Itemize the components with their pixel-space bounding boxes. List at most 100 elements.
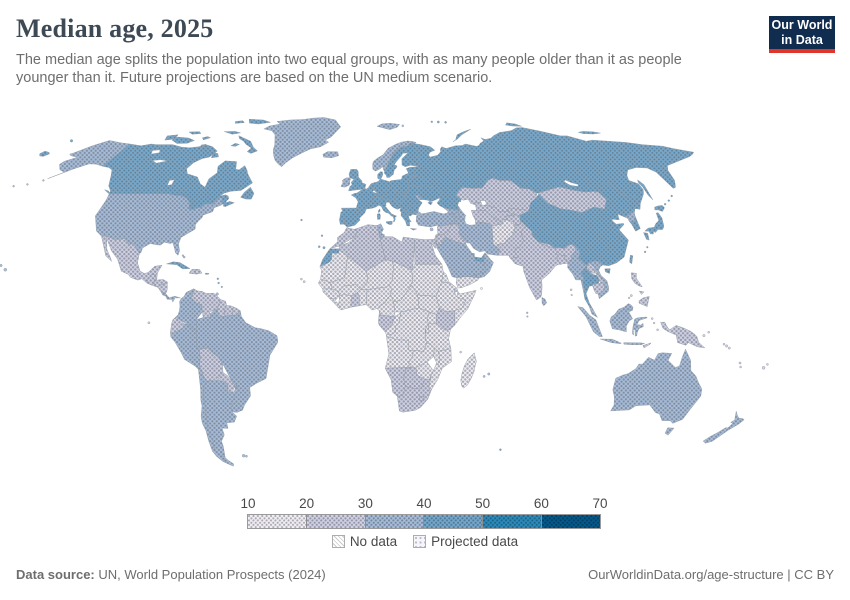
island-socotra[interactable]: [480, 287, 483, 290]
island-andaman[interactable]: [569, 288, 573, 292]
country-timor-leste[interactable]: [642, 342, 652, 349]
country-italy[interactable]: [374, 198, 397, 225]
island-bismarck[interactable]: [707, 330, 710, 334]
country-yemen[interactable]: [455, 276, 480, 289]
country-greece[interactable]: [402, 211, 417, 231]
island-palawan[interactable]: [627, 296, 631, 299]
island-hawaii[interactable]: [3, 267, 8, 272]
island-bismarck[interactable]: [702, 334, 706, 338]
country-cote-divoire[interactable]: [337, 293, 352, 311]
country-lesotho[interactable]: [419, 396, 425, 401]
island-andaman[interactable]: [570, 293, 573, 296]
owid-link[interactable]: OurWorldinData.org/age-structure | CC BY: [588, 567, 834, 582]
island-falkland[interactable]: [242, 454, 246, 458]
country-sweden[interactable]: [383, 146, 406, 178]
country-haiti[interactable]: [188, 268, 197, 275]
island-solomon[interactable]: [722, 342, 726, 346]
island-kuril[interactable]: [670, 194, 673, 198]
country-oman[interactable]: [469, 252, 494, 279]
island-kuril[interactable]: [663, 203, 667, 206]
country-turkey[interactable]: [415, 211, 456, 228]
country-indonesia[interactable]: [577, 306, 648, 345]
owid-logo[interactable]: Our World in Data: [769, 16, 835, 53]
island-vanuatu[interactable]: [738, 361, 742, 365]
legend-color-bar[interactable]: [247, 514, 601, 529]
island-reunion[interactable]: [482, 375, 486, 378]
island-moluccas[interactable]: [651, 317, 654, 320]
legend-bin-10-20[interactable]: [248, 515, 307, 528]
country-vietnam[interactable]: [588, 260, 609, 299]
country-hungary[interactable]: [394, 194, 406, 203]
country-iran[interactable]: [450, 217, 501, 256]
country-greenland[interactable]: [263, 117, 341, 167]
island-svalbard2[interactable]: [401, 124, 404, 127]
island-cyprus[interactable]: [429, 227, 434, 232]
country-france[interactable]: [350, 188, 381, 213]
country-uae[interactable]: [473, 252, 486, 263]
island-moluccas[interactable]: [652, 321, 656, 325]
island-okinawa[interactable]: [643, 250, 647, 253]
island-galapagos[interactable]: [147, 321, 151, 325]
island-franzjosef[interactable]: [444, 121, 447, 124]
island-maldives[interactable]: [526, 311, 529, 314]
country-germany[interactable]: [373, 178, 391, 198]
country-egypt[interactable]: [413, 238, 443, 265]
island-wrangel[interactable]: [69, 139, 73, 143]
country-dominican-rep[interactable]: [195, 269, 203, 275]
island-canary[interactable]: [322, 246, 326, 250]
island-comoros[interactable]: [459, 350, 462, 354]
legend-bin-20-30[interactable]: [306, 515, 366, 528]
island-bahamas[interactable]: [181, 254, 184, 257]
island-solomon[interactable]: [728, 346, 731, 350]
island-fiji[interactable]: [761, 366, 766, 370]
island-solomon[interactable]: [725, 344, 728, 348]
island-madeira[interactable]: [320, 234, 324, 237]
legend-bin-40-50[interactable]: [424, 515, 484, 528]
island-franzjosef[interactable]: [430, 120, 433, 123]
country-bangladesh[interactable]: [556, 251, 569, 265]
country-denmark[interactable]: [377, 171, 384, 180]
island-maldives[interactable]: [526, 315, 529, 318]
country-panama[interactable]: [166, 295, 181, 303]
country-philippines[interactable]: [631, 272, 650, 307]
country-taiwan[interactable]: [629, 254, 634, 265]
country-madagascar[interactable]: [460, 352, 477, 389]
country-iceland[interactable]: [322, 151, 339, 159]
island-vanuatu[interactable]: [739, 365, 742, 369]
legend-bin-50-60[interactable]: [483, 515, 543, 528]
island-trinidad[interactable]: [215, 292, 219, 296]
country-new-zealand[interactable]: [702, 410, 745, 444]
country-malaysia[interactable]: [589, 303, 634, 318]
country-mali[interactable]: [330, 255, 369, 292]
island-barbados[interactable]: [220, 285, 223, 288]
island-mauritius[interactable]: [487, 372, 491, 376]
island-fiji[interactable]: [766, 363, 769, 366]
island-franzjosef[interactable]: [436, 120, 440, 124]
country-sri-lanka[interactable]: [541, 297, 547, 307]
island-moluccas[interactable]: [656, 328, 659, 332]
legend-bin-60-70[interactable]: [542, 515, 600, 528]
country-sierra-leone[interactable]: [328, 297, 337, 304]
country-ireland[interactable]: [340, 177, 351, 188]
country-guinea[interactable]: [322, 288, 340, 300]
island-palawan[interactable]: [630, 294, 633, 297]
island-guadeloupe[interactable]: [216, 277, 219, 280]
country-azerbaijan[interactable]: [457, 207, 467, 222]
country-mauritania[interactable]: [319, 249, 349, 283]
country-uk[interactable]: [348, 168, 367, 192]
country-australia[interactable]: [610, 348, 703, 436]
island-okinawa[interactable]: [646, 246, 649, 249]
country-south-africa[interactable]: [397, 375, 433, 413]
island-kuril[interactable]: [667, 199, 670, 202]
island-azores[interactable]: [300, 218, 303, 222]
country-brazil[interactable]: [195, 309, 279, 411]
country-cuba[interactable]: [166, 261, 191, 270]
country-puerto-rico[interactable]: [205, 272, 210, 275]
island-hawaii[interactable]: [0, 264, 3, 267]
island-aleutian[interactable]: [42, 179, 45, 182]
island-martinique[interactable]: [217, 281, 220, 285]
country-qatar[interactable]: [471, 252, 475, 258]
country-russia[interactable]: [39, 122, 694, 211]
legend-bin-30-40[interactable]: [365, 515, 425, 528]
island-bahamas[interactable]: [182, 255, 186, 259]
